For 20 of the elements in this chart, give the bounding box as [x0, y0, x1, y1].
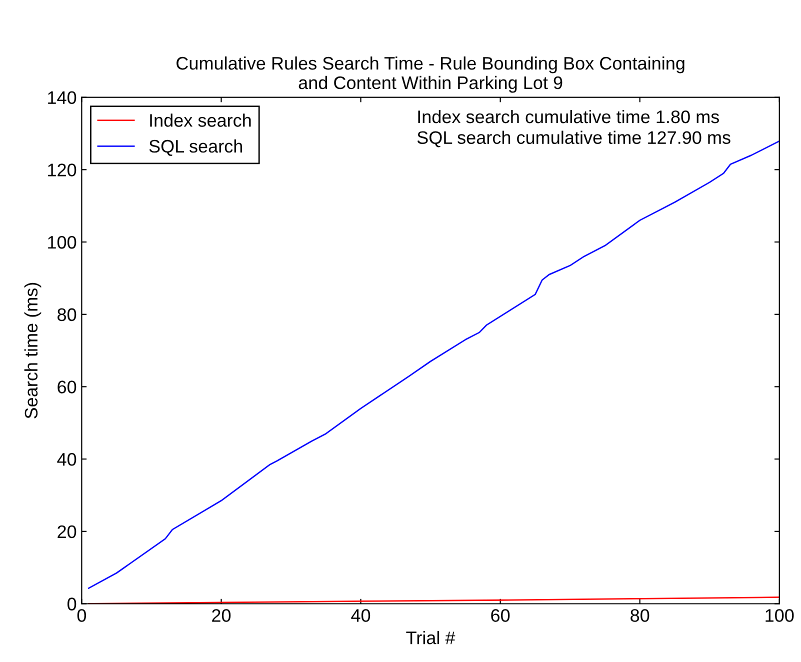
x-tick-label: 40 — [351, 609, 370, 622]
y-axis-title: Search time (ms) — [24, 282, 42, 418]
chart-title: Cumulative Rules Search Time - Rule Bounding Box Containing and Content Within Parking Lot 9 — [176, 56, 684, 93]
x-tick-label: 0 — [77, 609, 86, 622]
x-tick-label: 80 — [630, 609, 650, 622]
legend-label: Index search — [150, 114, 251, 127]
legend-label: SQL search — [149, 139, 242, 156]
y-tick-label: 80 — [58, 308, 76, 322]
y-tick-label: 20 — [58, 525, 76, 538]
x-axis-title: Trial # — [406, 630, 456, 644]
x-tick-label: 100 — [766, 609, 794, 622]
y-tick-label: 60 — [58, 380, 76, 394]
x-tick-label: 20 — [212, 609, 231, 622]
annotation: Index search cumulative time 1.80 ms SQL search cumulative time 127.90 ms — [417, 110, 730, 148]
y-tick-label: 0 — [68, 598, 76, 610]
y-tick-label: 40 — [57, 452, 76, 466]
y-tick-label: 100 — [48, 236, 76, 249]
y-tick-label: 120 — [48, 164, 76, 176]
x-tick-label: 60 — [491, 609, 510, 622]
y-tick-label: 140 — [48, 91, 76, 104]
